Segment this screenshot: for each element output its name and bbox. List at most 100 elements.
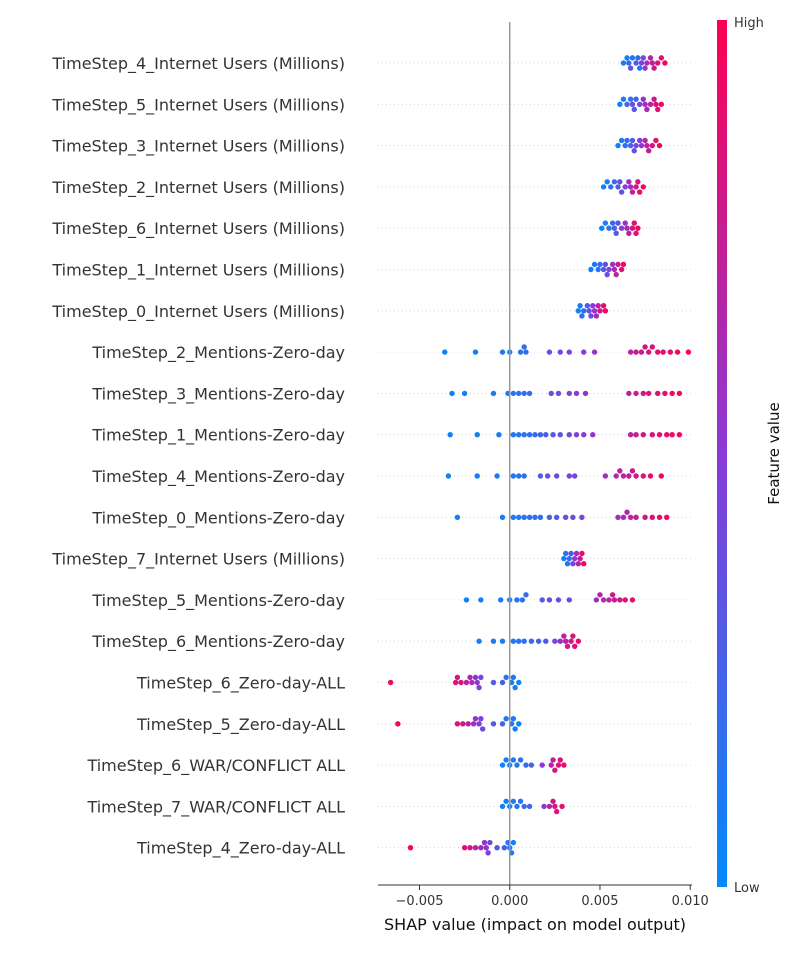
shap-point [557, 638, 563, 644]
feature-label: TimeStep_0_Internet Users (Millions) [51, 302, 345, 322]
shap-point [517, 798, 524, 804]
shap-point [566, 473, 572, 479]
shap-point [514, 803, 520, 810]
shap-point [562, 514, 569, 520]
shap-point [544, 473, 551, 479]
shap-point [653, 101, 659, 108]
shap-point [613, 473, 619, 479]
shap-point [516, 638, 522, 644]
shap-point [537, 432, 544, 438]
shap-point [479, 726, 486, 732]
shap-point [537, 514, 544, 520]
shap-point [557, 349, 563, 355]
shap-point [622, 184, 628, 190]
shap-point [532, 432, 538, 438]
shap-point [581, 432, 587, 438]
shap-point [461, 390, 468, 397]
shap-point [633, 60, 639, 66]
shap-point [523, 349, 529, 355]
shap-point [573, 432, 580, 438]
shap-point [548, 390, 554, 397]
shap-point [568, 550, 574, 557]
shap-point [647, 101, 654, 108]
shap-point [597, 592, 603, 598]
shap-point [586, 308, 592, 314]
shap-point [575, 561, 582, 567]
shap-point [499, 679, 506, 686]
feature-label: TimeStep_6_Zero-day-ALL [136, 674, 345, 694]
shap-point [644, 142, 650, 149]
shap-point [636, 101, 643, 108]
shap-point [564, 643, 571, 650]
shap-point [602, 308, 609, 314]
shap-point [606, 225, 612, 231]
shap-point [510, 715, 517, 722]
shap-point [582, 390, 589, 397]
shap-point [562, 638, 569, 644]
shap-point [624, 509, 630, 515]
shap-point [658, 473, 665, 479]
feature-label: TimeStep_1_Internet Users (Millions) [51, 261, 345, 281]
shap-point [566, 432, 572, 438]
shap-point [620, 60, 627, 66]
colorbar: High Low Feature value [717, 16, 783, 896]
shap-point [517, 757, 524, 763]
shap-point [573, 390, 580, 397]
shap-point [635, 179, 641, 185]
shap-point [454, 514, 461, 520]
shap-point [618, 225, 625, 231]
shap-point [519, 597, 526, 603]
shap-point [624, 225, 630, 231]
shap-point [559, 803, 565, 810]
shap-point [516, 390, 522, 397]
shap-point [454, 721, 461, 727]
shap-point [636, 137, 643, 144]
shap-point [447, 432, 453, 438]
shap-point [546, 803, 553, 810]
shap-point [633, 473, 639, 479]
shap-point [600, 184, 607, 190]
shap-point [532, 514, 538, 520]
shap-point [609, 261, 616, 268]
colorbar-low-label: Low [734, 881, 760, 896]
shap-point [595, 302, 601, 309]
shap-point [622, 220, 628, 226]
shap-point [539, 762, 545, 768]
shap-point [570, 514, 576, 520]
shap-point [566, 597, 572, 603]
shap-point [606, 597, 612, 603]
shap-point [387, 679, 394, 686]
shap-point [640, 184, 646, 190]
shap-point [445, 473, 452, 479]
shap-point [627, 432, 634, 438]
shap-point [521, 473, 527, 479]
shap-point [611, 266, 618, 273]
shap-point [640, 96, 646, 102]
shap-point [521, 638, 527, 644]
shap-point [645, 349, 652, 355]
shap-point [627, 65, 634, 71]
shap-point [656, 142, 663, 149]
shap-point [516, 679, 522, 686]
shap-point [501, 845, 508, 851]
shap-point [674, 349, 681, 355]
shap-point [591, 308, 598, 314]
colorbar-high-label: High [734, 16, 764, 31]
shap-point [591, 261, 598, 268]
shap-point [521, 344, 527, 350]
shap-point [510, 390, 517, 397]
shap-point [669, 390, 675, 397]
shap-point [627, 349, 634, 355]
shap-point [483, 845, 489, 851]
shap-point [553, 514, 560, 520]
shap-point [649, 432, 655, 438]
shap-point [490, 638, 497, 644]
shap-point [591, 349, 598, 355]
shap-point [656, 432, 663, 438]
shap-point [627, 96, 634, 102]
shap-point [510, 514, 517, 520]
shap-point [620, 514, 627, 520]
shap-point [629, 189, 636, 195]
shap-point [516, 432, 522, 438]
